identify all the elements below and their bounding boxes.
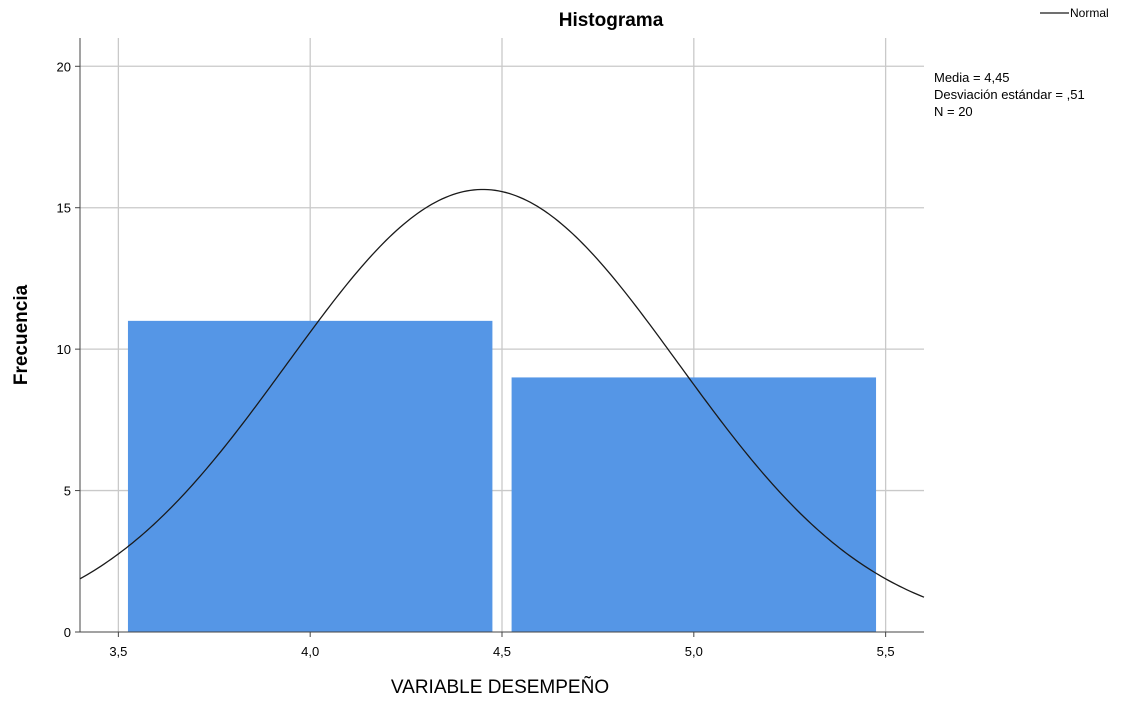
bar-1 bbox=[511, 377, 877, 632]
y-axis-title: Frecuencia bbox=[11, 284, 32, 385]
stat-sd: Desviación estándar = ,51 bbox=[934, 87, 1085, 102]
y-tick-label-0: 0 bbox=[64, 625, 71, 640]
x-tick-label-4: 5,5 bbox=[877, 644, 895, 659]
stat-mean: Media = 4,45 bbox=[934, 70, 1010, 85]
x-tick-label-1: 4,0 bbox=[301, 644, 319, 659]
x-tick-label-0: 3,5 bbox=[109, 644, 127, 659]
stats-box: Media = 4,45 Desviación estándar = ,51 N… bbox=[934, 70, 1085, 119]
x-ticks: 3,5 4,0 4,5 5,0 5,5 bbox=[109, 632, 895, 659]
legend: Normal bbox=[1040, 6, 1109, 20]
chart-title: Histograma bbox=[559, 10, 664, 31]
bars bbox=[127, 320, 877, 632]
x-tick-label-3: 5,0 bbox=[685, 644, 703, 659]
y-tick-label-1: 5 bbox=[64, 484, 71, 499]
normal-curve-group bbox=[79, 188, 925, 598]
y-ticks: 0 5 10 15 20 bbox=[57, 59, 80, 640]
x-tick-label-2: 4,5 bbox=[493, 644, 511, 659]
y-tick-label-4: 20 bbox=[57, 59, 71, 74]
x-axis-title: VARIABLE DESEMPEÑO bbox=[391, 676, 609, 698]
y-tick-label-3: 15 bbox=[57, 201, 71, 216]
normal-curve bbox=[79, 188, 925, 598]
legend-label-normal: Normal bbox=[1070, 6, 1109, 20]
bar-0 bbox=[127, 320, 493, 632]
y-tick-label-2: 10 bbox=[57, 342, 71, 357]
stat-n: N = 20 bbox=[934, 104, 973, 119]
